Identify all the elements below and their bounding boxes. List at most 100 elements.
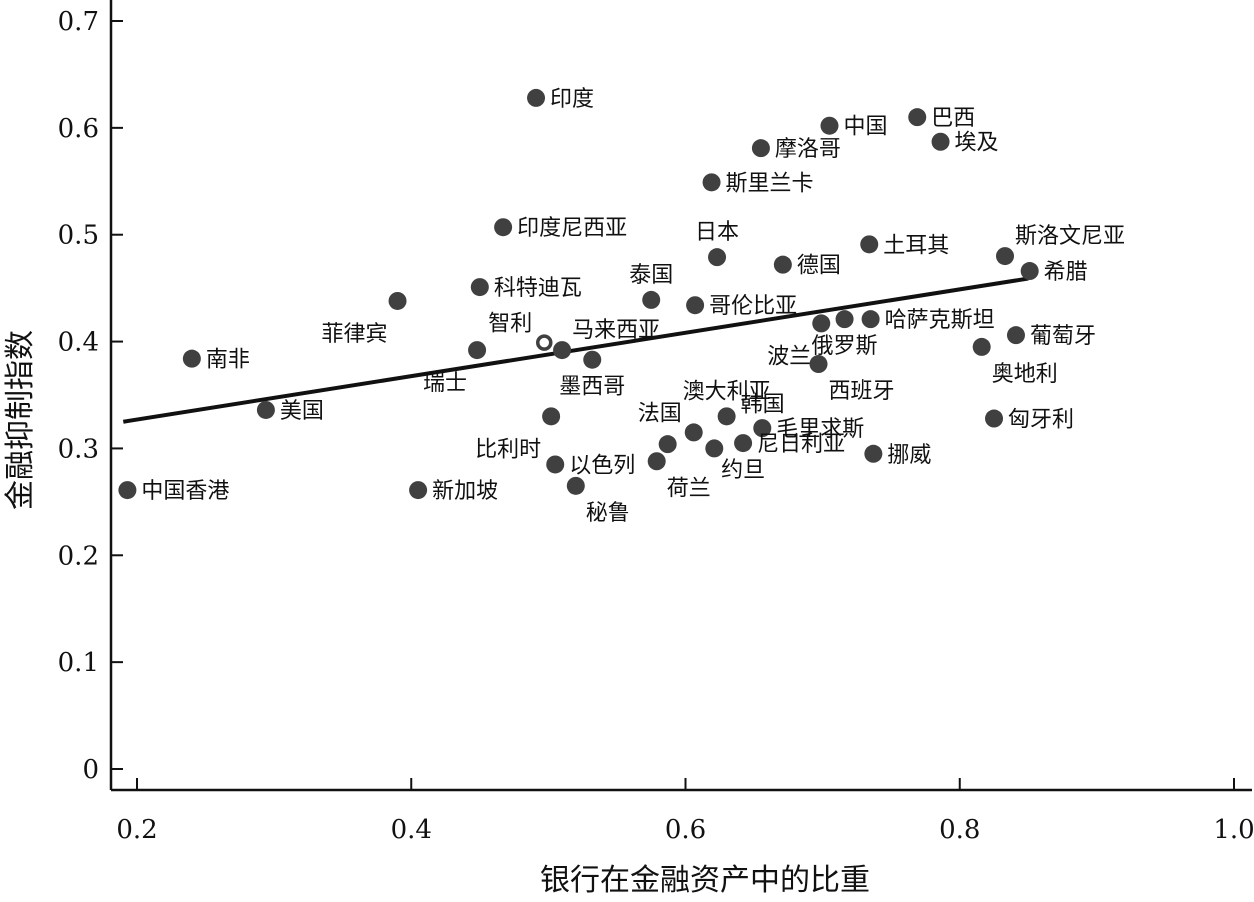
point-label: 泰国 xyxy=(629,263,673,288)
data-point xyxy=(751,139,770,158)
point-label: 法国 xyxy=(638,401,682,426)
data-point xyxy=(182,349,201,368)
point-label: 哥伦比亚 xyxy=(709,294,797,319)
data-point xyxy=(647,452,666,471)
data-point xyxy=(908,108,927,127)
data-point xyxy=(860,235,879,254)
data-point xyxy=(388,291,407,310)
point-label: 波兰 xyxy=(767,344,811,369)
data-point xyxy=(812,314,831,333)
data-point xyxy=(931,132,950,151)
data-point xyxy=(658,435,677,454)
data-point xyxy=(566,476,585,495)
data-point xyxy=(1020,262,1039,281)
point-label: 哈萨克斯坦 xyxy=(885,308,995,333)
point-label: 西班牙 xyxy=(829,379,895,404)
y-tick-label: 0.1 xyxy=(58,648,99,678)
data-point xyxy=(1006,326,1025,345)
data-point xyxy=(809,355,828,374)
data-point xyxy=(996,247,1015,266)
y-tick-label: 0.2 xyxy=(58,541,99,571)
data-point-highlight xyxy=(536,334,553,351)
point-label: 新加坡 xyxy=(432,479,498,504)
data-point xyxy=(409,481,428,500)
data-point xyxy=(861,310,880,329)
data-point xyxy=(705,439,724,458)
point-label: 中国香港 xyxy=(141,479,229,504)
data-point xyxy=(702,173,721,192)
point-label: 埃及 xyxy=(955,131,999,156)
point-label: 澳大利亚 xyxy=(683,379,771,404)
data-point xyxy=(717,407,736,426)
point-label: 日本 xyxy=(695,220,739,245)
point-label: 土耳其 xyxy=(883,233,949,258)
point-label: 智利 xyxy=(488,312,532,337)
x-tick-label: 0.8 xyxy=(939,815,980,845)
y-tick-label: 0.6 xyxy=(58,114,99,144)
axes xyxy=(109,0,1252,792)
point-label: 菲律宾 xyxy=(322,322,388,347)
y-tick-label: 0.7 xyxy=(58,7,99,37)
data-point xyxy=(864,444,883,463)
point-label: 摩洛哥 xyxy=(775,137,841,162)
point-label: 尼日利亚 xyxy=(757,432,845,457)
point-label: 俄罗斯 xyxy=(812,334,878,359)
data-point xyxy=(256,400,275,419)
data-point xyxy=(494,218,513,237)
point-label: 瑞士 xyxy=(423,371,467,396)
point-label: 中国 xyxy=(843,115,887,140)
data-point xyxy=(734,434,753,453)
x-axis-title: 银行在金融资产中的比重 xyxy=(540,863,870,898)
point-label: 印度 xyxy=(550,87,594,112)
data-point xyxy=(470,278,489,297)
point-label: 秘鲁 xyxy=(586,501,630,526)
data-point xyxy=(542,407,561,426)
y-tick-label: 0.3 xyxy=(58,434,99,464)
data-point xyxy=(972,337,991,356)
point-label: 墨西哥 xyxy=(559,375,625,400)
data-point xyxy=(985,409,1004,428)
x-tick-label: 0.6 xyxy=(665,815,706,845)
data-point xyxy=(553,341,572,360)
data-point xyxy=(527,88,546,107)
point-label: 奥地利 xyxy=(992,362,1058,387)
data-point xyxy=(684,423,703,442)
point-label: 毛里求斯 xyxy=(776,417,864,442)
data-point xyxy=(642,290,661,309)
point-label: 南非 xyxy=(206,348,250,373)
x-tick-label: 1.0 xyxy=(1213,815,1254,845)
point-label: 约旦 xyxy=(721,458,765,483)
x-tick-label: 0.4 xyxy=(391,815,432,845)
point-label: 科特迪瓦 xyxy=(494,276,582,301)
point-label: 韩国 xyxy=(741,392,785,417)
point-label: 比利时 xyxy=(475,437,541,462)
point-label: 巴西 xyxy=(931,106,975,131)
tick-group: 0.2 0.4 0.6 0.8 1.0 0 0.1 0.2 0.3 0.4 0.5 0.6 0.7 xyxy=(58,7,1254,845)
point-label: 马来西亚 xyxy=(572,318,660,343)
trend-line xyxy=(122,276,1029,424)
point-label: 希腊 xyxy=(1044,260,1088,285)
data-point xyxy=(583,350,602,369)
data-point xyxy=(546,455,565,474)
point-label: 德国 xyxy=(797,254,841,279)
y-tick-label: 0.5 xyxy=(58,221,99,251)
x-tick-label: 0.2 xyxy=(116,815,157,845)
point-label: 匈牙利 xyxy=(1008,408,1074,433)
data-point xyxy=(835,310,854,329)
point-label: 印度尼西亚 xyxy=(517,216,627,241)
data-point xyxy=(753,419,772,438)
point-label: 斯里兰卡 xyxy=(726,171,814,196)
y-tick-label: 0.4 xyxy=(58,328,99,358)
point-label: 挪威 xyxy=(887,443,931,468)
y-axis-title: 金融抑制指数 xyxy=(3,330,38,510)
data-point xyxy=(686,296,705,315)
data-point xyxy=(820,116,839,135)
point-label: 斯洛文尼亚 xyxy=(1015,224,1125,249)
y-tick-label: 0 xyxy=(82,755,99,785)
point-label: 荷兰 xyxy=(667,476,711,501)
data-point xyxy=(773,255,792,274)
point-label: 以色列 xyxy=(569,453,635,478)
data-point xyxy=(118,481,137,500)
